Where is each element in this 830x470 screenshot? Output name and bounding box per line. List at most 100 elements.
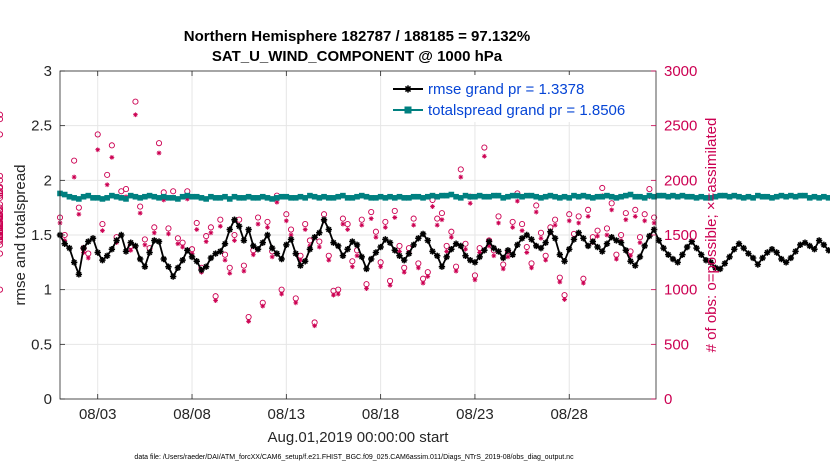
obs-assimilated-point <box>491 253 497 259</box>
rmse-point <box>188 253 196 261</box>
spread-point <box>453 193 459 200</box>
rmse-point <box>811 246 818 253</box>
obs-assimilated-point <box>486 243 492 249</box>
obs-possible-point <box>155 140 163 147</box>
obs-possible-point <box>217 216 224 223</box>
rmse-point <box>151 237 158 244</box>
x-tick-label: 08/03 <box>79 406 117 423</box>
spread-point <box>707 195 714 201</box>
obs-possible-point <box>594 227 601 234</box>
obs-possible-point <box>0 215 4 222</box>
x-tick-label: 08/13 <box>268 406 306 423</box>
spread-point <box>226 196 233 202</box>
spread-point <box>660 192 667 199</box>
spread-point <box>283 193 290 200</box>
obs-assimilated-point <box>62 238 68 243</box>
x-tick-label: 08/28 <box>550 406 588 423</box>
rmse-point <box>716 265 724 273</box>
rmse-series <box>56 216 830 280</box>
spread-point <box>491 192 497 199</box>
obs-possible-point <box>254 214 262 221</box>
obs-possible-point <box>443 242 450 249</box>
spread-point <box>641 195 648 201</box>
rmse-point <box>141 263 149 270</box>
spread-point <box>189 193 195 200</box>
obs-possible-point <box>94 131 101 138</box>
rmse-point <box>391 247 398 254</box>
obs-possible-point <box>603 225 611 232</box>
rmse-point <box>301 258 309 265</box>
rmse-point <box>457 242 464 250</box>
rmse-point <box>669 255 677 263</box>
obs-assimilated-point <box>524 250 530 255</box>
obs-assimilated-point <box>232 238 237 243</box>
spread-point <box>703 195 709 201</box>
rmse-point <box>754 261 762 268</box>
spread-point <box>674 193 681 200</box>
obs-assimilated-point <box>312 323 318 329</box>
rmse-point <box>99 256 106 264</box>
obs-assimilated-point <box>467 200 473 206</box>
rmse-point <box>641 242 648 250</box>
rmse-point <box>316 229 323 237</box>
obs-possible-point <box>240 262 247 269</box>
obs-possible-point <box>0 188 4 195</box>
obs-possible-point <box>622 210 629 217</box>
obs-possible-point <box>0 234 4 241</box>
spread-point <box>745 193 752 200</box>
spread-point <box>684 193 690 200</box>
rmse-point <box>646 232 653 240</box>
obs-possible-point <box>0 238 4 245</box>
rmse-point <box>702 256 710 264</box>
obs-assimilated-point <box>632 214 638 219</box>
obs-possible-point <box>0 231 4 239</box>
rmse-point <box>401 256 408 264</box>
obs-possible-point <box>608 200 615 207</box>
obs-assimilated-point <box>552 222 558 228</box>
rmse-point <box>627 258 634 265</box>
obs-assimilated-point <box>458 174 464 180</box>
obs-assimilated-point <box>604 232 610 238</box>
rmse-point <box>292 250 299 257</box>
obs-possible-point <box>316 238 323 245</box>
spread-point <box>156 195 162 201</box>
obs-assimilated-point <box>382 224 388 230</box>
y2-tick-label: 0 <box>664 391 672 408</box>
obs-possible-point <box>104 171 111 178</box>
x-tick-label: 08/18 <box>362 406 400 423</box>
spread-point <box>94 195 101 201</box>
obs-assimilated-point <box>151 230 157 236</box>
obs-assimilated-point <box>156 150 162 156</box>
obs-possible-point <box>0 212 4 219</box>
spread-point <box>302 195 308 201</box>
spread-point <box>325 195 332 201</box>
rmse-point <box>603 240 611 247</box>
spread-point <box>222 193 228 200</box>
rmse-point <box>782 259 790 266</box>
obs-possible-point <box>0 225 4 232</box>
spread-point <box>90 195 96 201</box>
obs-assimilated-point <box>420 280 426 286</box>
rmse-point <box>561 258 568 265</box>
legend-marker-spread <box>404 106 412 114</box>
spread-point <box>151 193 158 200</box>
rmse-point <box>325 226 332 233</box>
spread-point <box>193 193 200 200</box>
rmse-point <box>749 254 757 262</box>
spread-point <box>278 193 285 200</box>
rmse-point <box>136 255 144 263</box>
rmse-point <box>731 246 738 253</box>
obs-assimilated-point <box>430 204 435 209</box>
obs-possible-point <box>0 241 4 248</box>
obs-assimilated-point <box>128 247 134 253</box>
spread-point <box>585 193 591 200</box>
obs-assimilated-point <box>373 234 379 240</box>
obs-possible-point <box>410 215 417 222</box>
rmse-point <box>547 228 554 235</box>
rmse-point <box>132 242 139 250</box>
spread-point <box>524 192 530 199</box>
rmse-point <box>707 259 714 266</box>
rmse-point <box>537 244 545 252</box>
rmse-point <box>169 273 177 280</box>
spread-point <box>429 192 436 199</box>
